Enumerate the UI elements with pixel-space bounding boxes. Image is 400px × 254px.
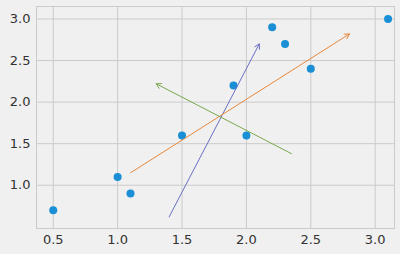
- svg-text:1.0: 1.0: [10, 177, 31, 192]
- svg-text:2.5: 2.5: [300, 232, 321, 247]
- svg-text:1.0: 1.0: [107, 232, 128, 247]
- svg-text:1.5: 1.5: [10, 136, 31, 151]
- svg-text:2.5: 2.5: [10, 53, 31, 68]
- svg-text:0.5: 0.5: [43, 232, 64, 247]
- svg-text:1.5: 1.5: [172, 232, 193, 247]
- svg-text:2.0: 2.0: [10, 94, 31, 109]
- svg-text:2.0: 2.0: [236, 232, 257, 247]
- svg-text:3.0: 3.0: [10, 11, 31, 26]
- svg-text:3.0: 3.0: [365, 232, 386, 247]
